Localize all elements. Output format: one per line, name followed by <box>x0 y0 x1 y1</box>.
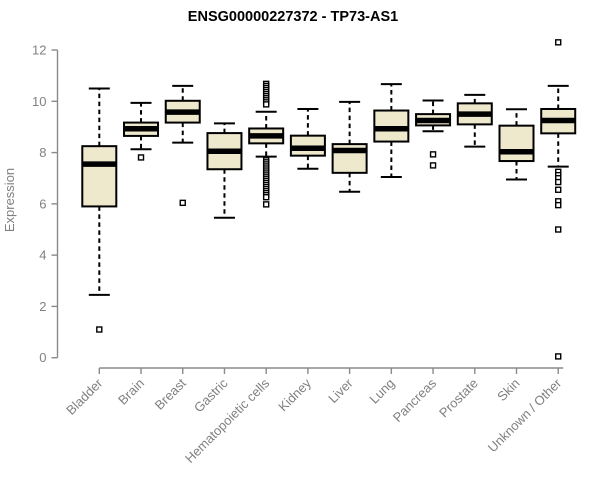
x-category-label: Liver <box>325 375 356 406</box>
outlier-point <box>137 154 145 161</box>
x-category-label: Skin <box>494 376 522 404</box>
outlier-point <box>429 151 437 158</box>
x-category-label: Gastric <box>191 375 231 415</box>
outlier-point <box>429 162 437 169</box>
outlier-point <box>555 39 562 46</box>
outlier-point <box>262 193 270 201</box>
outlier-point <box>555 178 562 186</box>
outlier-point <box>555 353 562 360</box>
x-category-label: Prostate <box>436 376 481 421</box>
y-tick-label: 12 <box>32 43 46 58</box>
chart-title: ENSG00000227372 - TP73-AS1 <box>188 9 398 25</box>
x-category-label: Bladder <box>63 375 106 418</box>
outlier-point <box>179 199 186 207</box>
outlier-point <box>555 201 562 209</box>
x-category-label: Pancreas <box>390 375 440 425</box>
x-category-label: Kidney <box>275 375 314 414</box>
box-bladder <box>81 145 118 208</box>
outlier-point <box>262 201 270 208</box>
y-tick-label: 8 <box>39 145 46 160</box>
x-category-label: Lung <box>366 376 397 407</box>
outlier-point <box>262 101 270 108</box>
x-category-label: Breast <box>152 375 189 412</box>
y-axis-label: Expression <box>2 168 17 232</box>
y-tick-label: 6 <box>39 196 46 211</box>
y-tick-label: 4 <box>39 248 46 263</box>
x-category-label: Unknown / Other <box>485 375 565 455</box>
outlier-point <box>96 326 103 333</box>
x-category-label: Brain <box>115 376 147 408</box>
y-tick-label: 0 <box>39 350 46 365</box>
outlier-point <box>555 226 562 233</box>
y-tick-label: 10 <box>32 94 46 109</box>
y-tick-label: 2 <box>39 299 46 314</box>
box-skin <box>498 124 535 163</box>
outlier-point <box>555 186 562 193</box>
